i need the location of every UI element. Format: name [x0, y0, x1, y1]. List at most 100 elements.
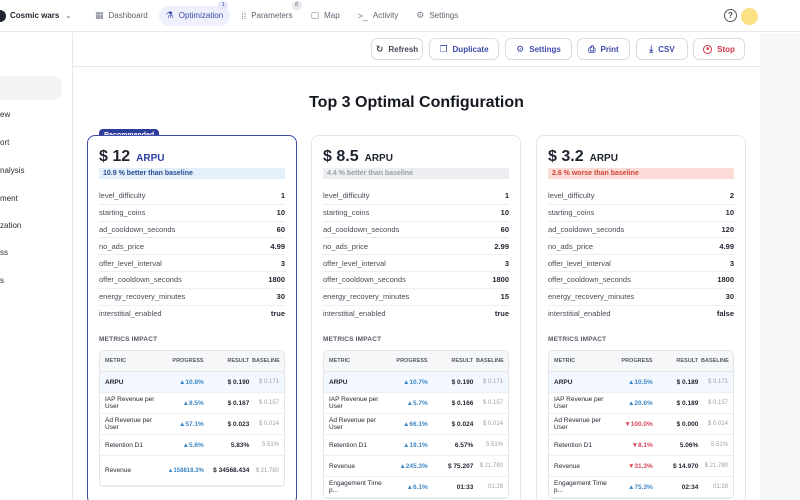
metric-progress: ▲6.1% [406, 483, 428, 491]
metric-name: Ad Revenue per User [105, 417, 152, 431]
param-row: starting_coins 10 [99, 205, 285, 222]
nav-dashboard[interactable]: ▦ Dashboard [88, 6, 155, 26]
copy-icon: ❐ [439, 43, 448, 54]
project-switcher[interactable]: Cosmic wars ⌄ [0, 0, 80, 32]
settings-label: Settings [529, 44, 561, 54]
metrics-table: METRIC PROGRESS RESULT BASELINE ARPU ▲10… [548, 350, 734, 499]
metric-result: 5.83% [230, 441, 250, 449]
nav-optimization[interactable]: ⚗ Optimization 1 [158, 0, 231, 26]
metric-name: Revenue [554, 462, 581, 470]
table-row: ARPU ▲10.7% $ 0.190 $ 0.171 [324, 372, 508, 393]
table-row: Retention D1 ▲19.1% 6.57% 5.51% [324, 435, 508, 456]
metric-progress: ▲75.3% [627, 483, 653, 491]
nav-parameters[interactable]: ⁞⁞ Parameters 8 [234, 0, 302, 26]
param-value: 2 [729, 191, 734, 201]
card-price: $ 3.2 ARPU [548, 148, 618, 166]
sidebar-item[interactable]: zation [0, 221, 22, 230]
param-key: offer_level_interval [323, 258, 386, 268]
stop-label: Stop [717, 44, 735, 54]
download-icon: ⤓ [649, 43, 654, 54]
refresh-button[interactable]: ↻ Refresh [371, 38, 423, 60]
baseline-compare: 4.4 % better than baseline [323, 168, 509, 179]
card-price: $ 12 ARPU [99, 148, 164, 166]
config-card-2[interactable]: $ 8.5 ARPU 4.4 % better than baseline le… [311, 135, 521, 500]
col-result: RESULT [227, 358, 250, 364]
sidebar-item[interactable]: ew [0, 110, 11, 119]
metric-baseline: $ 0.157 [482, 400, 504, 406]
metric-result: 6.57% [454, 441, 474, 449]
duplicate-button[interactable]: ❐ Duplicate [429, 38, 499, 60]
param-key: interstitial_enabled [99, 309, 162, 319]
param-value: 1800 [717, 275, 734, 285]
price-value: $ 3.2 [548, 148, 584, 165]
nav-activity[interactable]: >_ Activity [351, 6, 406, 26]
settings-button[interactable]: ⚙ Settings [505, 38, 572, 60]
nav-label: Activity [372, 11, 399, 20]
metric-result: $ 0.024 [451, 420, 474, 428]
col-progress: PROGRESS [172, 358, 204, 364]
avatar[interactable] [741, 8, 758, 25]
col-result: RESULT [676, 358, 699, 364]
col-progress: PROGRESS [621, 358, 653, 364]
help-icon[interactable]: ? [724, 9, 737, 22]
csv-button[interactable]: ⤓ CSV [636, 38, 688, 60]
param-value: 3 [729, 258, 734, 268]
print-button[interactable]: ⎙ Print [577, 38, 630, 60]
metric-name: IAP Revenue per User [105, 396, 155, 410]
col-metric: METRIC [329, 358, 351, 364]
table-row: Ad Revenue per User ▲57.1% $ 0.023 $ 0.0… [100, 414, 284, 435]
param-key: offer_cooldown_seconds [548, 275, 631, 285]
gear-icon: ⚙ [416, 10, 425, 20]
table-row: Ad Revenue per User ▼100.0% $ 0.000 $ 0.… [549, 414, 733, 435]
metric-name: Engagement Time p... [329, 480, 382, 494]
params-list: level_difficulty 2 starting_coins 10 ad_co… [548, 188, 734, 322]
metric-result: $ 0.166 [451, 399, 474, 407]
param-row: offer_level_interval 3 [323, 255, 509, 272]
sidebar-item[interactable]: s [0, 276, 4, 285]
param-value: 1800 [268, 275, 285, 285]
params-list: level_difficulty 1 starting_coins 10 ad_co… [323, 188, 509, 322]
metrics-table: METRIC PROGRESS RESULT BASELINE ARPU ▲10… [323, 350, 509, 499]
metric-name: Ad Revenue per User [554, 417, 601, 431]
nav-settings[interactable]: ⚙ Settings [409, 6, 465, 26]
nav-map[interactable]: ▢ Map [304, 6, 347, 26]
param-key: starting_coins [99, 208, 146, 218]
config-card-3[interactable]: $ 3.2 ARPU 2.6 % worse than baseline lev… [536, 135, 746, 500]
chevron-down-icon: ⌄ [65, 12, 72, 20]
table-row: Revenue ▲245.3% $ 75.207 $ 21.780 [324, 456, 508, 477]
config-card-1[interactable]: $ 12 ARPU 10.9 % better than baseline le… [87, 135, 297, 500]
sidebar-item[interactable]: ment [0, 194, 18, 203]
param-key: no_ads_price [99, 241, 145, 251]
metric-progress: ▲5.6% [182, 441, 204, 449]
param-value: 3 [504, 258, 509, 268]
sidebar-item[interactable]: ss [0, 248, 8, 257]
map-icon: ▢ [310, 10, 320, 20]
metric-progress: ▲158818.3% [167, 467, 204, 474]
nav-label: Map [324, 11, 340, 20]
sidebar-item[interactable]: ort [0, 138, 10, 147]
col-baseline: BASELINE [252, 358, 280, 364]
param-key: energy_recovery_minutes [99, 292, 186, 302]
sidebar-item-active[interactable] [0, 76, 62, 100]
param-value: 10 [500, 208, 509, 218]
page-title: Top 3 Optimal Configuration [309, 94, 524, 111]
param-row: no_ads_price 4.99 [99, 238, 285, 256]
dashboard-icon: ▦ [95, 10, 104, 20]
price-value: $ 12 [99, 148, 131, 165]
metrics-impact-title: METRICS IMPACT [323, 336, 382, 343]
param-value: 1800 [492, 275, 509, 285]
param-key: interstitial_enabled [323, 309, 386, 319]
baseline-compare: 2.6 % worse than baseline [548, 168, 734, 179]
metric-progress: ▼100.0% [624, 420, 653, 428]
metric-result: $ 14.970 [673, 462, 699, 470]
param-value: 30 [276, 292, 285, 302]
param-key: level_difficulty [548, 191, 595, 201]
col-baseline: BASELINE [701, 358, 729, 364]
metrics-table: METRIC PROGRESS RESULT BASELINE ARPU ▲10… [99, 350, 285, 487]
param-row: energy_recovery_minutes 15 [323, 289, 509, 306]
sidebar-item[interactable]: nalysis [0, 166, 25, 175]
stop-button[interactable]: ■ Stop [693, 38, 745, 60]
table-row: Engagement Time p... ▲75.3% 02:34 01:28 [549, 477, 733, 498]
metric-baseline: 01:28 [713, 484, 729, 490]
metric-name: Revenue [329, 462, 356, 470]
